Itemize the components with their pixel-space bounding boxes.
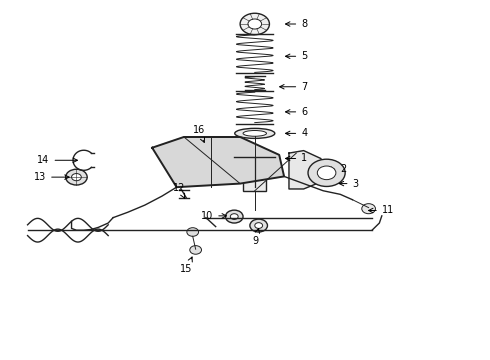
Circle shape xyxy=(240,13,270,35)
Text: 9: 9 xyxy=(252,229,260,246)
Text: 1: 1 xyxy=(286,153,307,163)
Ellipse shape xyxy=(243,131,267,136)
Circle shape xyxy=(255,223,263,228)
Text: 5: 5 xyxy=(286,51,307,61)
Circle shape xyxy=(308,159,345,186)
Text: 14: 14 xyxy=(37,155,77,165)
Circle shape xyxy=(230,214,238,220)
Polygon shape xyxy=(152,137,284,187)
Text: 3: 3 xyxy=(339,179,359,189)
Circle shape xyxy=(190,246,201,254)
Text: 2: 2 xyxy=(327,164,346,174)
Circle shape xyxy=(318,166,336,180)
Polygon shape xyxy=(289,150,326,189)
Text: 15: 15 xyxy=(180,257,193,274)
Ellipse shape xyxy=(235,129,275,138)
Text: 7: 7 xyxy=(280,82,307,92)
Bar xyxy=(243,166,267,191)
Circle shape xyxy=(66,169,87,185)
Circle shape xyxy=(72,174,81,181)
Text: 4: 4 xyxy=(286,129,307,138)
Circle shape xyxy=(225,210,243,223)
Circle shape xyxy=(362,204,375,214)
Text: 6: 6 xyxy=(286,107,307,117)
Text: 13: 13 xyxy=(34,172,69,182)
Text: 12: 12 xyxy=(173,183,185,198)
Circle shape xyxy=(250,219,268,232)
Circle shape xyxy=(248,19,262,29)
Text: 16: 16 xyxy=(193,125,205,143)
Circle shape xyxy=(187,228,198,236)
Text: 8: 8 xyxy=(286,19,307,29)
Text: 11: 11 xyxy=(368,206,394,216)
Text: 10: 10 xyxy=(201,211,226,221)
